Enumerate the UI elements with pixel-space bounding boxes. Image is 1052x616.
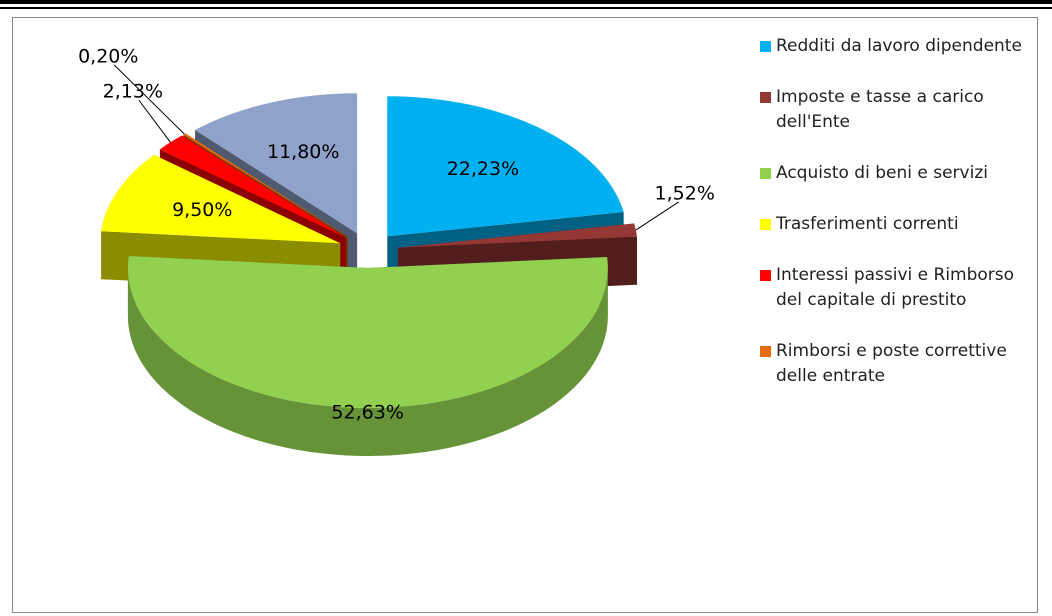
legend-item: Trasferimenti correnti — [760, 212, 1042, 237]
data-label: 9,50% — [172, 199, 232, 221]
slice — [387, 96, 624, 237]
slice — [195, 93, 358, 234]
legend-swatch — [760, 270, 771, 281]
chart-frame — [12, 17, 1038, 613]
legend-label: Acquisto di beni e servizi — [776, 163, 988, 183]
legend-swatch — [760, 41, 771, 52]
data-label: 52,63% — [331, 401, 403, 423]
data-label: 2,13% — [103, 81, 163, 103]
slice — [127, 255, 608, 408]
legend-item: Interessi passivi e Rimborso del capital… — [760, 263, 1042, 313]
leader-line — [635, 201, 679, 231]
legend-label: Redditi da lavoro dipendente — [776, 36, 1022, 56]
data-label: 1,52% — [655, 182, 715, 204]
legend-label: Interessi passivi e Rimborso del capital… — [776, 265, 1015, 310]
legend-item: Redditi da lavoro dipendente — [760, 34, 1042, 59]
legend-label: Imposte e tasse a carico dell'Ente — [776, 87, 984, 132]
legend-swatch — [760, 168, 771, 179]
legend-label: Trasferimenti correnti — [776, 214, 959, 234]
leader-line — [138, 99, 171, 143]
top-rule — [0, 0, 1052, 4]
data-label: 11,80% — [267, 141, 339, 163]
top-rule — [0, 7, 1052, 9]
legend-swatch — [760, 346, 771, 357]
slice — [159, 135, 347, 238]
legend-label: Rimborsi e poste correttive delle entrat… — [776, 341, 1007, 386]
legend-item: Rimborsi e poste correttive delle entrat… — [760, 339, 1042, 389]
legend-item: Imposte e tasse a carico dell'Ente — [760, 85, 1042, 135]
legend-item: Acquisto di beni e servizi — [760, 161, 1042, 186]
slice — [101, 154, 341, 244]
data-label: 0,20% — [78, 45, 138, 67]
slice — [397, 223, 638, 248]
legend-swatch — [760, 219, 771, 230]
slice — [183, 133, 348, 237]
leader-line — [113, 64, 185, 135]
data-label: 22,23% — [447, 158, 519, 180]
legend-swatch — [760, 92, 771, 103]
legend: Redditi da lavoro dipendente Imposte e ta… — [760, 34, 1042, 415]
slice-wall — [127, 267, 608, 456]
